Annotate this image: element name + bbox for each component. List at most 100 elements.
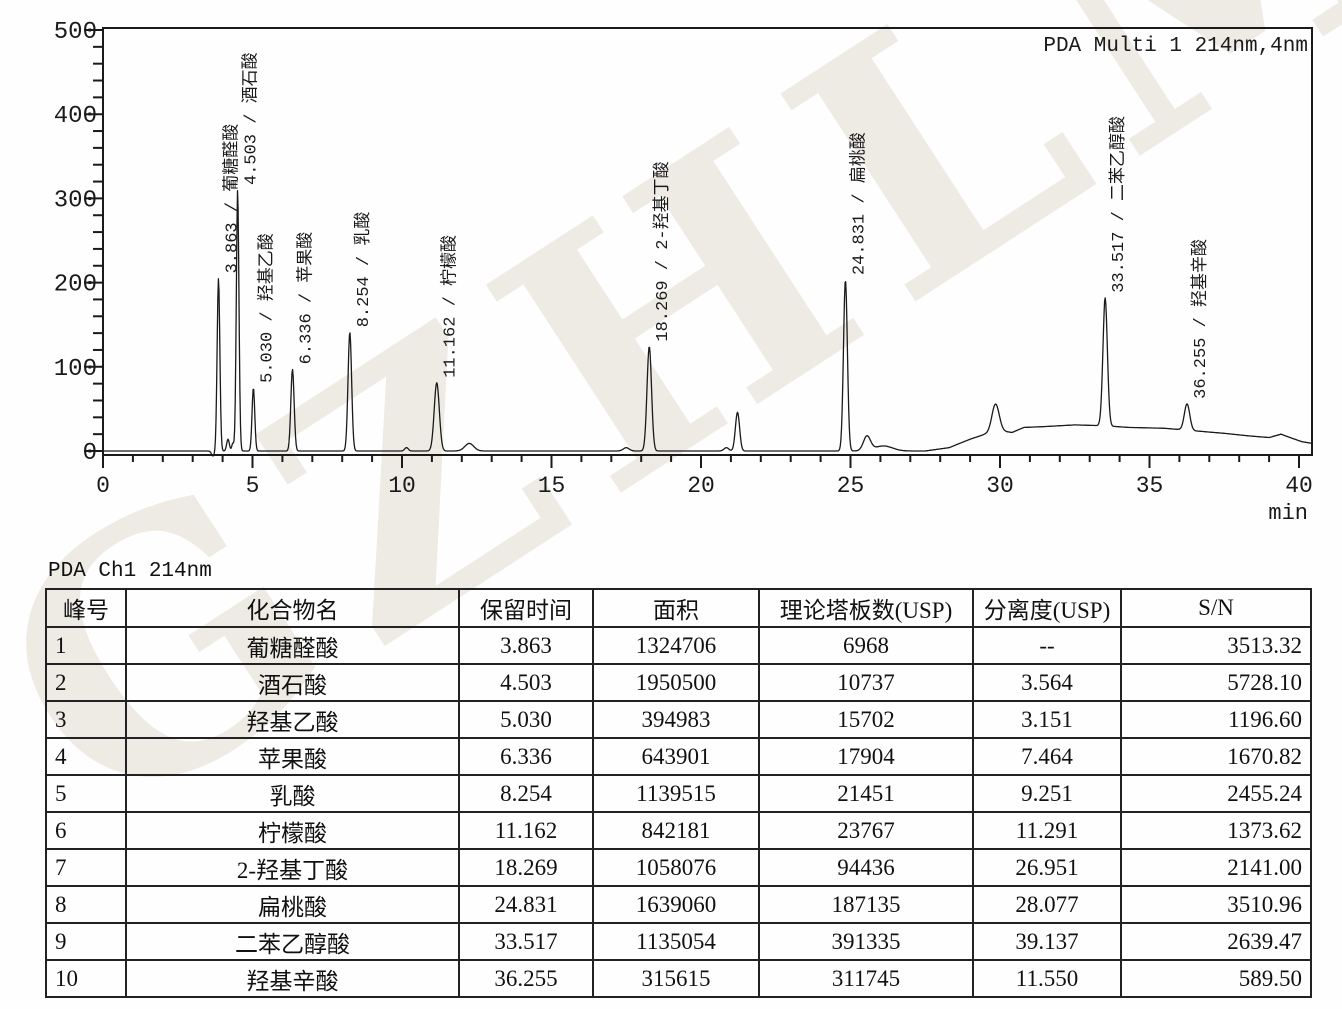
table-cell: 乳酸 (125, 774, 460, 813)
col-header: 化合物名 (125, 588, 460, 628)
table-row: 5 乳酸 8.254 1139515 21451 9.251 2455.24 (45, 774, 1312, 813)
table-cell: 6.336 (458, 737, 594, 776)
peak-label: 6.336 / 苹果酸 (295, 232, 316, 365)
table-cell: 扁桃酸 (125, 885, 460, 924)
col-header: 理论塔板数(USP) (758, 588, 974, 628)
peak-label: 8.254 / 乳酸 (353, 212, 374, 328)
table-cell: 1139515 (592, 774, 760, 813)
x-tick-label: 35 (1136, 473, 1164, 499)
table-cell: 9.251 (972, 774, 1122, 813)
x-tick-label: 0 (96, 473, 110, 499)
table-row: 2 酒石酸 4.503 1950500 10737 3.564 5728.10 (45, 663, 1312, 702)
table-cell: 643901 (592, 737, 760, 776)
table-cell: 2455.24 (1120, 774, 1312, 813)
table-cell: 39.137 (972, 922, 1122, 961)
y-tick-label: 500 (54, 19, 97, 46)
x-tick-label: 5 (246, 473, 260, 499)
table-cell: 1135054 (592, 922, 760, 961)
table-cell: 3.564 (972, 663, 1122, 702)
table-cell: 842181 (592, 811, 760, 850)
table-cell: 17904 (758, 737, 974, 776)
table-row: 8 扁桃酸 24.831 1639060 187135 28.077 3510.96 (45, 885, 1312, 924)
table-cell: 1373.62 (1120, 811, 1312, 850)
col-header: 保留时间 (458, 588, 594, 628)
table-cell: 苹果酸 (125, 737, 460, 776)
table-cell: 1058076 (592, 848, 760, 887)
peak-table: 峰号 化合物名 保留时间 面积 理论塔板数(USP) 分离度(USP) S/N 1 葡糖醛酸 3… (45, 588, 1312, 998)
y-tick-label: 0 (83, 440, 97, 467)
table-cell: 36.255 (458, 959, 594, 998)
peak-label: 11.162 / 柠檬酸 (440, 235, 461, 378)
table-row: 1 葡糖醛酸 3.863 1324706 6968 -- 3513.32 (45, 626, 1312, 665)
plot-frame (102, 27, 1313, 456)
table-cell: 1670.82 (1120, 737, 1312, 776)
y-tick-label: 100 (54, 356, 97, 383)
peak-label: 24.831 / 扁桃酸 (848, 132, 869, 275)
y-tick-label: 200 (54, 272, 97, 299)
table-cell: 1950500 (592, 663, 760, 702)
table-cell: 10737 (758, 663, 974, 702)
table-cell: 3510.96 (1120, 885, 1312, 924)
table-cell: 4.503 (458, 663, 594, 702)
table-cell: 6968 (758, 626, 974, 665)
detector-label: PDA Multi 1 214nm,4nm (1043, 35, 1308, 58)
table-cell: 8 (45, 885, 127, 924)
table-row: 9 二苯乙醇酸 33.517 1135054 391335 39.137 2639.47 (45, 922, 1312, 961)
x-tick-label: 20 (687, 473, 715, 499)
peak-label: 18.269 / 2-羟基丁酸 (652, 161, 673, 341)
table-cell: 1324706 (592, 626, 760, 665)
table-cell: 羟基辛酸 (125, 959, 460, 998)
x-tick-label: 10 (388, 473, 416, 499)
col-header: 分离度(USP) (972, 588, 1122, 628)
peak-label: 5.030 / 羟基乙酸 (256, 233, 277, 383)
table-cell: 2141.00 (1120, 848, 1312, 887)
table-cell: 24.831 (458, 885, 594, 924)
table-cell: 葡糖醛酸 (125, 626, 460, 665)
peak-table-header-row: 峰号 化合物名 保留时间 面积 理论塔板数(USP) 分离度(USP) S/N (45, 588, 1312, 628)
table-cell: 28.077 (972, 885, 1122, 924)
table-cell: 柠檬酸 (125, 811, 460, 850)
x-tick-label: 30 (986, 473, 1014, 499)
table-cell: 11.162 (458, 811, 594, 850)
table-cell: 11.550 (972, 959, 1122, 998)
table-row: 4 苹果酸 6.336 643901 17904 7.464 1670.82 (45, 737, 1312, 776)
table-cell: 3 (45, 700, 127, 739)
table-cell: 187135 (758, 885, 974, 924)
table-cell: 羟基乙酸 (125, 700, 460, 739)
table-cell: 18.269 (458, 848, 594, 887)
x-tick-label: 15 (538, 473, 566, 499)
peak-label: 4.503 / 酒石酸 (241, 52, 262, 185)
table-cell: 3513.32 (1120, 626, 1312, 665)
table-cell: 3.151 (972, 700, 1122, 739)
table-cell: 21451 (758, 774, 974, 813)
table-cell: 15702 (758, 700, 974, 739)
table-cell: 311745 (758, 959, 974, 998)
table-row: 6 柠檬酸 11.162 842181 23767 11.291 1373.62 (45, 811, 1312, 850)
table-cell: 33.517 (458, 922, 594, 961)
axis-ticks (84, 29, 1300, 468)
table-cell: 7.464 (972, 737, 1122, 776)
table-cell: 1196.60 (1120, 700, 1312, 739)
table-cell: 1 (45, 626, 127, 665)
table-row: 3 羟基乙酸 5.030 394983 15702 3.151 1196.60 (45, 700, 1312, 739)
table-cell: 二苯乙醇酸 (125, 922, 460, 961)
table-cell: 8.254 (458, 774, 594, 813)
table-cell: -- (972, 626, 1122, 665)
table-cell: 315615 (592, 959, 760, 998)
table-cell: 1639060 (592, 885, 760, 924)
table-cell: 589.50 (1120, 959, 1312, 998)
x-tick-label: 40 (1285, 473, 1313, 499)
table-cell: 6 (45, 811, 127, 850)
table-cell: 5728.10 (1120, 663, 1312, 702)
peak-label: 33.517 / 二苯乙醇酸 (1108, 116, 1129, 293)
peak-table-body: 1 葡糖醛酸 3.863 1324706 6968 -- 3513.32 2 酒石酸 4.503 1… (45, 626, 1312, 998)
table-cell: 23767 (758, 811, 974, 850)
table-cell: 391335 (758, 922, 974, 961)
table-cell: 5 (45, 774, 127, 813)
table-cell: 10 (45, 959, 127, 998)
table-cell: 2-羟基丁酸 (125, 848, 460, 887)
